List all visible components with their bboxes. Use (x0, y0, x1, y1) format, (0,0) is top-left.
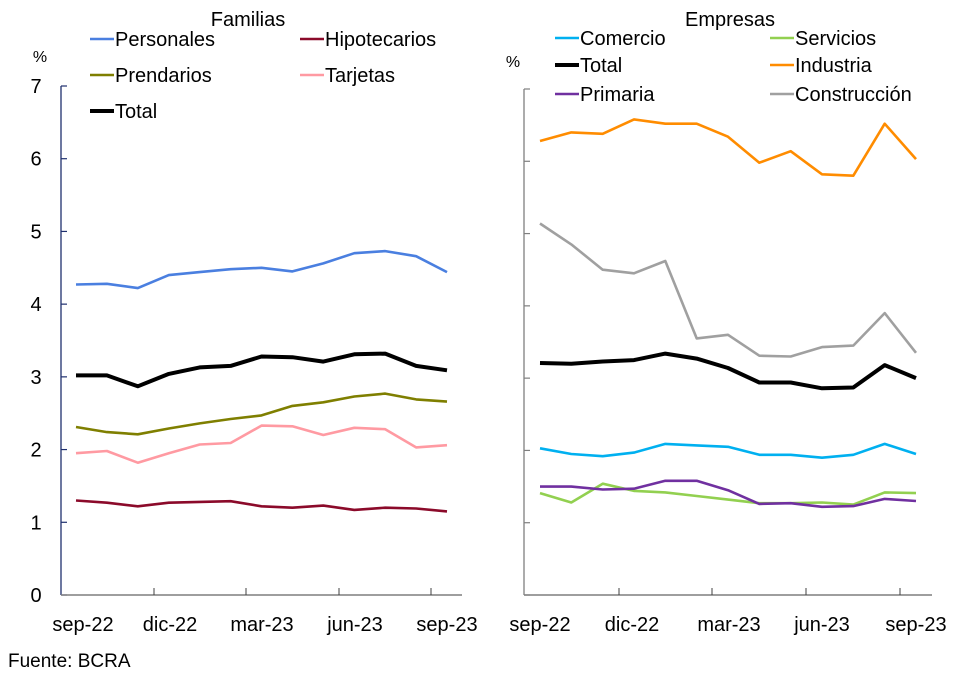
x-tick-label: jun-23 (326, 614, 383, 636)
series-line-tarjetas (75, 424, 448, 465)
panel-title-familias: Familias (211, 9, 285, 31)
legend-item-hipotecarios: Hipotecarios (300, 29, 436, 51)
series-line-hipotecarios (75, 499, 448, 513)
axes-empresas: sep-22 dic-22 mar-23 jun-23 sep-23 (509, 88, 947, 636)
x-tick-label: jun-23 (793, 614, 850, 636)
series-line-construccion (539, 222, 918, 358)
legend-label: Comercio (580, 28, 666, 50)
x-tick-label: sep-22 (509, 614, 570, 636)
x-tick-label: sep-22 (52, 614, 113, 636)
legend-empresas: Comercio Servicios Total Industria Primaria C… (555, 28, 912, 106)
source-note: Fuente: BCRA (8, 651, 131, 672)
legend-item-servicios: Servicios (770, 28, 876, 50)
y-tick-label: 3 (30, 367, 41, 389)
y-tick-label: 0 (30, 585, 41, 607)
y-tick-label: 1 (30, 512, 41, 534)
y-unit-label-left: % (33, 49, 47, 66)
y-tick-label: 7 (30, 76, 41, 98)
x-tick-label: dic-22 (143, 614, 197, 636)
x-tick-label: mar-23 (697, 614, 760, 636)
legend-item-construccion: Construcción (770, 84, 912, 106)
legend-familias: Personales Hipotecarios Prendarios Tarjetas… (90, 29, 436, 123)
x-tick-label: mar-23 (230, 614, 293, 636)
legend-label: Total (580, 55, 622, 77)
series-line-industria (539, 118, 917, 177)
legend-item-prendarios: Prendarios (90, 65, 212, 87)
lines-empresas (539, 118, 918, 509)
legend-label: Industria (795, 55, 873, 77)
x-tick-label: sep-23 (416, 614, 477, 636)
legend-item-primaria: Primaria (555, 84, 655, 106)
legend-label: Hipotecarios (325, 29, 436, 51)
legend-item-comercio: Comercio (555, 28, 666, 50)
legend-item-personales: Personales (90, 29, 215, 51)
y-tick-label: 2 (30, 440, 41, 462)
legend-label: Tarjetas (325, 65, 395, 87)
legend-item-tarjetas: Tarjetas (300, 65, 395, 87)
legend-label: Construcción (795, 84, 912, 106)
series-line-servicios (539, 482, 917, 506)
legend-item-total: Total (555, 55, 622, 77)
legend-label: Primaria (580, 84, 655, 106)
series-line-total (539, 351, 917, 391)
panel-title-empresas: Empresas (685, 9, 775, 31)
x-tick-label: dic-22 (605, 614, 659, 636)
series-line-personales (75, 249, 448, 290)
series-line-prendarios (75, 392, 448, 436)
series-line-total (76, 351, 448, 389)
x-tick-label: sep-23 (885, 614, 946, 636)
axes-familias: 0 1 2 3 4 5 6 7 sep-22 dic-22 mar-23 jun-23 sep-23 (30, 76, 477, 636)
y-tick-label: 6 (30, 149, 41, 171)
y-tick-label: 5 (30, 221, 41, 243)
y-tick-label: 4 (30, 294, 41, 316)
panel-familias: Familias % Personales Hipotecarios Prendar… (30, 9, 477, 636)
legend-item-industria: Industria (770, 55, 873, 77)
legend-label: Personales (115, 29, 215, 51)
lines-familias (75, 249, 448, 513)
legend-item-total: Total (90, 101, 157, 123)
series-line-primaria (540, 479, 917, 509)
legend-label: Prendarios (115, 65, 212, 87)
legend-label: Total (115, 101, 157, 123)
y-unit-label-right: % (506, 54, 520, 71)
panel-empresas: Empresas % Comercio Servicios Total Industr… (506, 9, 947, 636)
legend-label: Servicios (795, 28, 876, 50)
series-line-comercio (539, 442, 917, 460)
